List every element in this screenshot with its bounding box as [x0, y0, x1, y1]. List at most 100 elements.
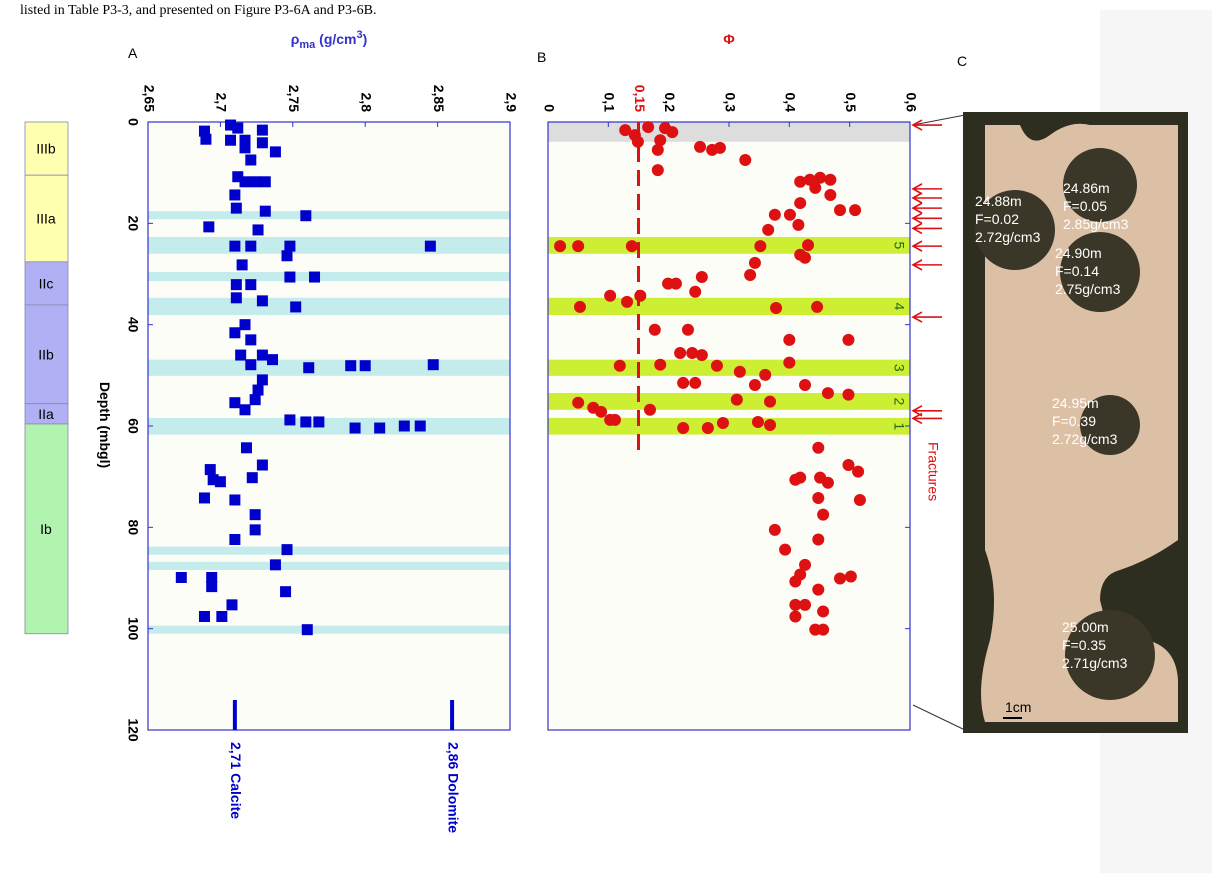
point [621, 295, 634, 308]
sample-label: 24.86m [1063, 180, 1110, 196]
point [783, 333, 796, 346]
point [303, 362, 315, 374]
point [713, 141, 726, 154]
reference-label: 2,71 Calcite [228, 742, 244, 819]
point [229, 240, 241, 252]
point [651, 143, 664, 156]
highlight-band [548, 297, 910, 316]
point [842, 388, 855, 401]
point [849, 204, 862, 217]
point [794, 175, 807, 188]
point [226, 599, 238, 611]
point [239, 134, 251, 146]
point [252, 224, 264, 236]
x-tick-label: 0,2 [662, 93, 678, 113]
x-axis-title-part: ma [299, 39, 316, 51]
point [309, 271, 321, 283]
point [249, 524, 261, 536]
highlight-band [148, 625, 510, 634]
unit-box [24, 423, 69, 635]
point [733, 365, 746, 378]
fracture-arrow [911, 259, 942, 271]
point [280, 586, 292, 598]
band-label: 2 [891, 398, 907, 406]
point [604, 289, 617, 302]
point [716, 416, 729, 429]
point [689, 285, 702, 298]
point [249, 509, 261, 521]
point [230, 279, 242, 291]
point [799, 251, 812, 264]
point [200, 133, 212, 145]
point [768, 208, 781, 221]
reference-label: 2,86 Dolomite [445, 742, 461, 833]
highlight-band [148, 211, 510, 220]
fracture-arrow [911, 183, 942, 195]
point [245, 334, 257, 346]
point [232, 122, 244, 134]
fracture-arrow [911, 412, 942, 425]
unit-box [24, 304, 69, 405]
point [216, 611, 228, 623]
point [844, 570, 857, 583]
point [572, 396, 585, 409]
point [613, 359, 626, 372]
point [799, 378, 812, 391]
x-axis-title: Φ [723, 31, 735, 47]
unit-label: IIIb [36, 141, 56, 157]
x-tick-label: 2,8 [358, 93, 374, 113]
point [300, 416, 312, 428]
point [817, 623, 830, 636]
point [235, 349, 247, 361]
point [225, 119, 237, 131]
point [204, 464, 216, 476]
point [730, 393, 743, 406]
point [239, 319, 251, 331]
point [256, 374, 268, 386]
point [654, 134, 667, 147]
x-axis-title-part: (g/cm [315, 31, 356, 47]
fracture-arrow [911, 222, 942, 235]
point [809, 181, 822, 194]
point [256, 124, 268, 136]
x-tick-label: 2,65 [141, 85, 157, 112]
point [301, 624, 313, 636]
point [259, 176, 271, 188]
point [359, 360, 371, 372]
point [751, 415, 764, 428]
sample-label: 2.85g/cm3 [1063, 216, 1129, 232]
band-label: 1 [891, 422, 907, 430]
point [225, 134, 237, 146]
y-tick-label: 120 [125, 718, 141, 742]
point [230, 202, 242, 214]
point [239, 404, 251, 416]
panel-letter: A [128, 45, 138, 61]
point [290, 301, 302, 313]
point [669, 277, 682, 290]
point [284, 414, 296, 426]
point [821, 387, 834, 400]
point [229, 327, 241, 339]
point [686, 347, 699, 360]
point [789, 598, 802, 611]
point [651, 164, 664, 177]
point [794, 197, 807, 210]
point [349, 422, 361, 434]
point [554, 240, 567, 253]
point [236, 259, 248, 271]
unit-label: Ib [40, 521, 52, 537]
point [345, 360, 357, 372]
header-text: listed in Table P3-3, and presented on F… [20, 3, 377, 18]
fracture-arrow [911, 192, 942, 204]
hole [1060, 232, 1140, 312]
point [648, 323, 661, 336]
point [779, 543, 792, 556]
photo: 1cm [912, 112, 1188, 733]
point [744, 269, 757, 282]
point [824, 188, 837, 201]
point [625, 240, 638, 253]
sample-label: F=0.35 [1062, 637, 1106, 653]
sample-label: 24.88m [975, 193, 1022, 209]
point [812, 533, 825, 546]
point [206, 581, 218, 593]
